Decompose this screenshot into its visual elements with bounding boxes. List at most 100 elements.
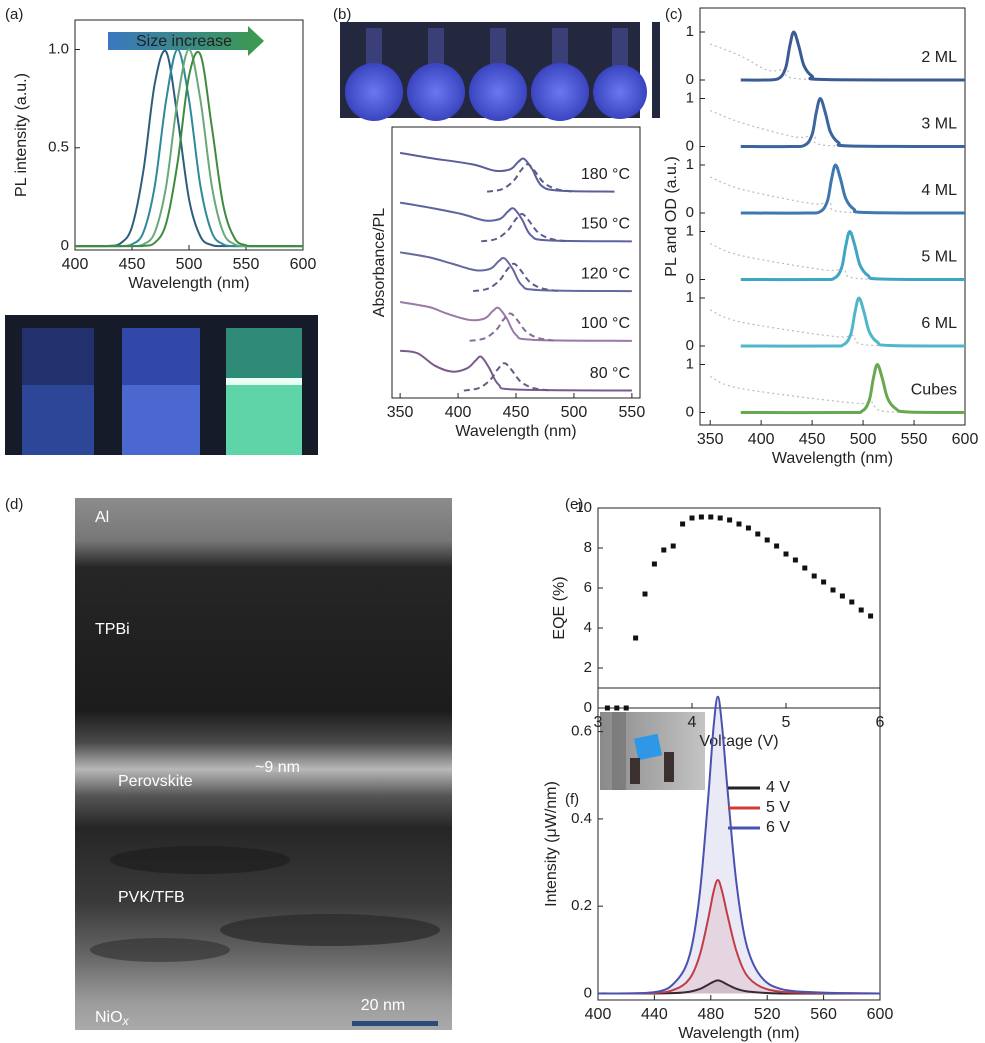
y-axis-label: Absorbance/PL	[371, 208, 388, 318]
y-tick-label: 6	[584, 579, 592, 596]
line	[399, 301, 632, 342]
y-tick-label: 0.6	[571, 723, 592, 740]
x-tick-label: 5	[782, 714, 791, 731]
y-tick-label: 0.2	[571, 897, 592, 914]
point	[717, 515, 723, 521]
y-tick-label: 0	[686, 403, 694, 420]
point	[708, 514, 714, 520]
y-tick-label: 0	[584, 699, 592, 716]
point	[670, 543, 676, 549]
line	[709, 309, 966, 347]
y-tick-label: 0	[686, 71, 694, 88]
x-tick-label: 600	[290, 256, 317, 273]
area	[598, 880, 880, 994]
x-axis-label: Wavelength (nm)	[455, 423, 576, 440]
panel-label: (f)	[565, 791, 579, 808]
x-tick-label: 440	[641, 1006, 668, 1023]
point	[689, 515, 695, 521]
line	[472, 262, 561, 293]
line	[469, 312, 557, 342]
panel-label: (b)	[333, 6, 351, 23]
y-tick-label: 0.5	[48, 139, 69, 156]
y-tick-label: 1	[686, 289, 694, 306]
layer-label: PVK/TFB	[118, 889, 185, 906]
point	[623, 705, 629, 711]
x-tick-label: 560	[810, 1006, 837, 1023]
tem-image: Al TPBi Perovskite ~9 nm PVK/TFB NiOx 20…	[75, 498, 452, 1030]
line	[399, 251, 632, 293]
point	[642, 591, 648, 597]
point	[849, 599, 855, 605]
series-label: 180 °C	[581, 166, 630, 183]
panel-label: (a)	[5, 6, 23, 23]
substrate-text: NiO	[95, 1009, 123, 1026]
x-tick-label: 400	[585, 1006, 612, 1023]
point	[783, 551, 789, 557]
x-axis-label: Wavelength (nm)	[772, 450, 893, 467]
point	[858, 607, 864, 613]
plot-frame	[597, 507, 881, 709]
plot-frame	[597, 687, 881, 1001]
y-tick-label: 10	[575, 499, 592, 516]
area	[598, 980, 880, 994]
substrate-label: NiOx	[95, 1009, 130, 1028]
x-tick-label: 350	[387, 404, 414, 421]
line	[399, 349, 632, 392]
vial-photo	[5, 315, 318, 455]
line	[740, 362, 966, 415]
x-tick-label: 350	[697, 431, 724, 448]
point	[736, 521, 742, 527]
line	[597, 979, 880, 995]
line	[740, 163, 966, 215]
point	[745, 525, 751, 531]
x-tick-label: 500	[561, 404, 588, 421]
series-label: 120 °C	[581, 265, 630, 282]
y-tick-label: 1	[686, 222, 694, 239]
panel-name: Cubes	[911, 382, 957, 399]
line	[597, 695, 881, 995]
line	[597, 878, 881, 995]
point	[755, 531, 761, 537]
point	[868, 613, 874, 619]
y-axis-label: PL intensity (a.u.)	[13, 73, 30, 197]
x-tick-label: 450	[799, 431, 826, 448]
panel-name: 6 ML	[921, 315, 957, 332]
scale-bar	[352, 1021, 438, 1026]
x-tick-label: 450	[119, 256, 146, 273]
x-tick-label: 400	[62, 256, 89, 273]
line	[740, 30, 966, 82]
x-axis-label: Wavelength (nm)	[128, 275, 249, 292]
x-tick-label: 550	[901, 431, 928, 448]
layer-label: Al	[95, 509, 109, 526]
panel-name: 5 ML	[921, 249, 957, 266]
point	[792, 557, 798, 563]
plot-frame	[74, 19, 304, 251]
annotation: Size increase	[136, 33, 232, 50]
y-tick-label: 0	[686, 204, 694, 221]
y-tick-label: 0	[686, 137, 694, 154]
x-tick-label: 4	[688, 714, 697, 731]
x-tick-label: 500	[176, 256, 203, 273]
area	[598, 696, 880, 994]
point	[811, 573, 817, 579]
y-tick-label: 0	[686, 270, 694, 287]
line	[740, 96, 966, 149]
panel-label: (c)	[665, 6, 683, 23]
x-tick-label: 400	[445, 404, 472, 421]
y-tick-label: 1	[686, 156, 694, 173]
x-axis-label: Voltage (V)	[699, 733, 778, 750]
flask-photo	[340, 22, 660, 121]
y-tick-label: 2	[584, 659, 592, 676]
line	[486, 163, 575, 193]
series-label: 80 °C	[590, 365, 630, 382]
point	[698, 514, 704, 520]
line	[399, 201, 632, 243]
panel-name: 2 ML	[921, 49, 957, 66]
point	[661, 547, 667, 553]
point	[821, 579, 827, 585]
point	[727, 517, 733, 523]
panel-name: 3 ML	[921, 116, 957, 133]
size-arrow	[108, 26, 264, 56]
y-tick-label: 0.4	[571, 810, 592, 827]
